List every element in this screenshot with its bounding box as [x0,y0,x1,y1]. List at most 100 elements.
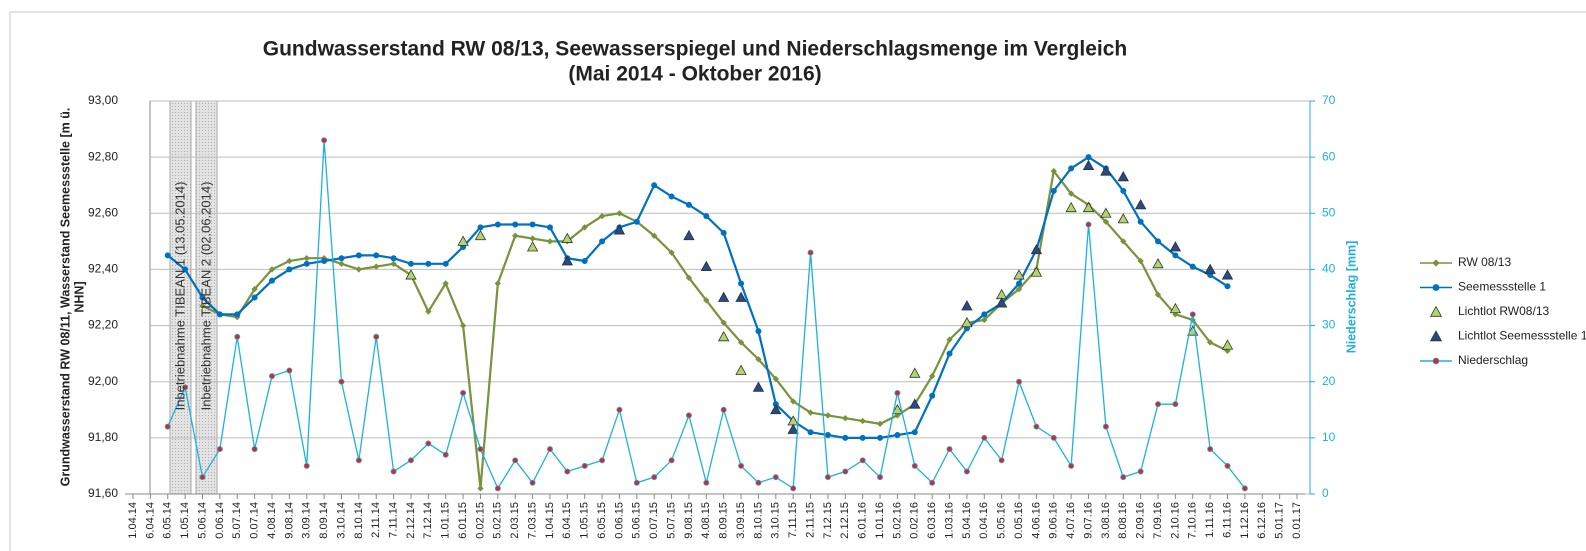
y2-tick-label: 10 [1322,430,1336,444]
line-marker [790,398,797,405]
x-tick-label: 1.01.15 [440,502,452,539]
x-tick-label: 0.05.16 [1013,502,1025,539]
x-tick-label: 9.08.14 [283,502,295,539]
line-marker [807,429,814,436]
line-marker [216,446,223,453]
line-marker [859,417,866,425]
scatter-point [718,330,730,342]
x-tick-label: 6.12.16 [1256,502,1268,539]
line-marker [529,479,536,486]
scatter-point [735,364,747,375]
line-marker [651,182,658,189]
line-marker [303,255,310,262]
line-marker [251,446,258,453]
line-marker [407,457,414,464]
line-marker [928,372,936,380]
line-marker [182,266,189,273]
line-marker [599,457,606,464]
line-marker [390,260,397,267]
x-tick-label: 6.03.16 [926,502,938,539]
y2-tick-label: 20 [1322,374,1336,388]
x-tick-label: 3.10.14 [335,502,347,539]
line-marker [529,235,536,242]
scatter-point [561,255,574,266]
line-marker [546,238,554,245]
x-tick-label: 8.09.15 [718,502,730,539]
line-marker [668,249,675,256]
scatter-point [457,235,469,246]
x-tick-label: 1.05.15 [579,502,591,539]
scatter-point [1221,269,1234,280]
y2-tick-label: 70 [1322,93,1336,107]
line-marker [442,451,449,458]
line-marker [946,350,953,357]
line-marker [234,311,241,318]
line-marker [1050,187,1057,194]
line-marker [668,193,675,200]
line-marker [911,429,918,436]
line-marker [1085,154,1092,161]
line-marker [1050,168,1057,175]
x-tick-label: 1.03.16 [943,502,955,539]
legend-marker [1432,259,1440,267]
x-tick-label: 4.06.16 [1030,502,1042,539]
y-tick-label: 92,20 [88,318,118,332]
x-tick-label: 1.04.14 [127,502,139,539]
line-marker [720,229,727,236]
line-marker [1067,190,1075,197]
line-marker [772,474,779,481]
line-marker [268,373,275,380]
y-axis-title: Grundwasserstand RW 08/11, Wasserstand S… [58,108,72,487]
line-marker [1241,485,1248,492]
line-marker [963,468,970,475]
x-tick-label: 7.12.14 [422,502,434,539]
line-marker [1120,187,1127,194]
line-marker [303,260,310,267]
x-tick-label: 7.10.16 [1187,502,1199,539]
x-tick-label: 2.12.15 [839,502,851,539]
x-tick-label: 6.01.15 [457,502,469,539]
scatter-point [995,297,1008,308]
scatter-point [735,291,747,302]
line-marker [512,232,519,239]
line-marker [790,485,797,492]
line-marker [876,420,884,427]
y-tick-label: 92,80 [88,149,118,163]
x-tick-label: 1.04.15 [544,502,556,539]
scatter-point [561,232,574,243]
line-marker [877,434,884,441]
line-marker [877,474,884,481]
scatter-point [1134,199,1147,210]
line-marker [338,255,345,262]
x-tick-label: 5.06.15 [631,502,643,539]
line-marker [1102,218,1110,225]
line-marker [268,266,276,273]
line-marker [286,367,293,374]
line-marker [199,302,206,310]
line-marker [1172,401,1179,408]
legend-marker [1429,330,1443,342]
scatter-point [1117,170,1129,182]
x-tick-label: 1.01.16 [874,502,886,539]
line-marker [824,474,831,481]
line-marker [425,260,432,267]
y-tick-label: 91,80 [88,430,118,444]
line-marker [911,462,918,469]
line-marker [738,462,745,469]
y2-tick-label: 0 [1322,486,1329,500]
line-marker [824,412,832,419]
x-tick-label: 0.04.16 [978,502,990,539]
scatter-point [787,423,799,434]
line-marker [599,238,606,245]
x-tick-label: 4.07.16 [1065,502,1077,539]
line-marker [286,266,293,273]
x-tick-label: 7.11.15 [787,502,799,538]
chart-title: Gundwasserstand RW 08/13, Seewasserspieg… [263,38,1127,61]
line-marker [651,474,658,481]
line-marker [1120,474,1127,481]
line-marker [1224,462,1231,469]
x-tick-label: 3.10.15 [770,502,782,539]
line-marker [981,434,988,441]
scatter-point [909,398,921,409]
line-marker [842,415,849,422]
